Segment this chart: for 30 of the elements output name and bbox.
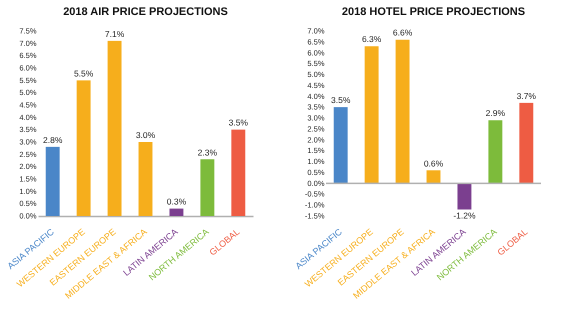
data-label: 7.1% <box>104 28 125 39</box>
bar <box>108 40 122 216</box>
data-label: 3.5% <box>331 95 351 106</box>
data-label: 2.8% <box>43 134 63 145</box>
bar <box>396 40 410 184</box>
bar <box>426 170 440 184</box>
bar <box>364 46 379 184</box>
chart-title: 2018 AIR PRICE PROJECTIONS <box>63 6 228 18</box>
data-label: 2.9% <box>486 108 506 118</box>
data-label: 5.5% <box>74 68 94 78</box>
bar <box>169 208 184 216</box>
bar <box>138 142 152 216</box>
data-label: -1.2% <box>453 210 476 220</box>
data-label: 3.5% <box>228 118 248 128</box>
bar <box>488 120 502 184</box>
data-label: 3.0% <box>136 130 156 140</box>
chart-title: 2018 HOTEL PRICE PROJECTIONS <box>342 6 526 18</box>
bar <box>200 159 214 216</box>
data-label: 0.6% <box>424 158 444 168</box>
bar <box>334 107 348 184</box>
data-label: 6.3% <box>362 34 382 44</box>
bar <box>46 146 60 216</box>
bar <box>457 183 472 210</box>
bar <box>519 102 534 184</box>
bar <box>76 80 91 216</box>
data-label: 6.6% <box>392 28 413 38</box>
bar <box>231 130 246 216</box>
data-label: 2.3% <box>198 147 218 158</box>
data-label: 0.3% <box>166 196 187 207</box>
data-label: 3.7% <box>516 90 536 101</box>
